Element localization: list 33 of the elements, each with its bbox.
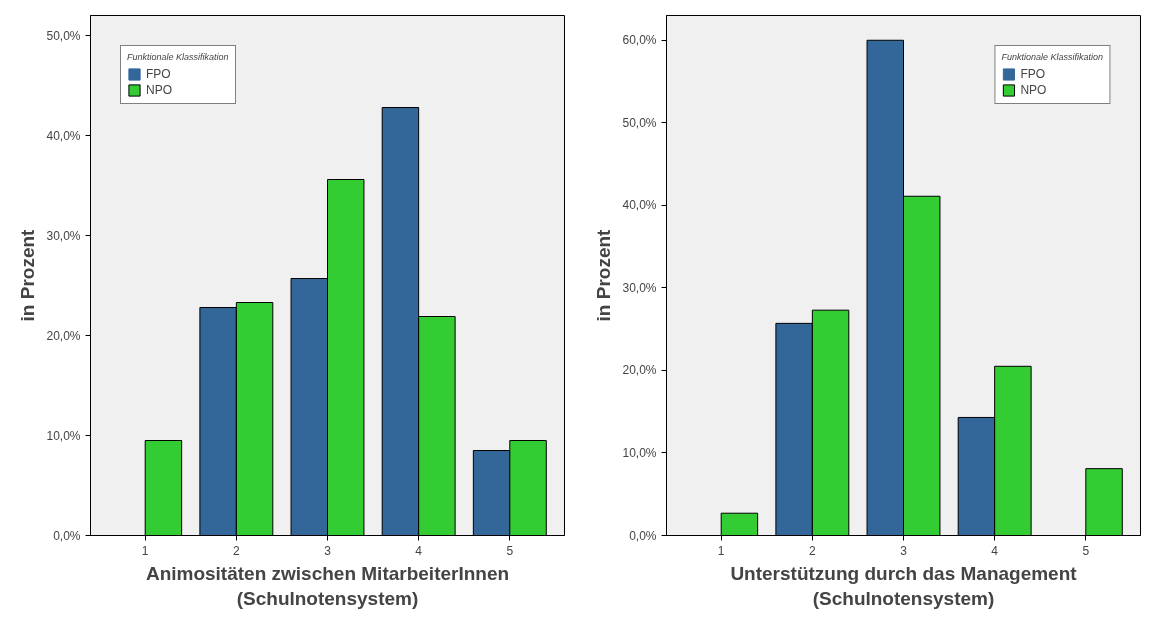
y-tick-label: 0,0%: [53, 528, 81, 543]
x-tick-label: 5: [506, 543, 514, 558]
y-tick-label: 20,0%: [46, 328, 81, 343]
y-axis-title: in Prozent: [593, 228, 615, 322]
x-tick-label: 4: [415, 543, 423, 558]
y-tick-label: 30,0%: [622, 280, 657, 295]
y-axis-title: in Prozent: [17, 228, 39, 322]
y-tick-label: 30,0%: [46, 228, 81, 243]
x-axis-title: Unterstützung durch das Management (Schulnotensystem): [730, 562, 1078, 609]
y-tick-label: 60,0%: [622, 33, 657, 48]
legend-title: Funktionale Klassifikation: [1001, 52, 1103, 62]
x-tick-label: 3: [900, 543, 908, 558]
legend-label: FPO: [146, 67, 171, 81]
legend-label: FPO: [1020, 67, 1046, 81]
y-tick-label: 50,0%: [622, 115, 657, 130]
y-tick-label: 10,0%: [46, 428, 81, 443]
x-tick-label: 2: [809, 543, 817, 558]
y-tick-label: 0,0%: [629, 528, 657, 543]
x-axis-title: Animositäten zwischen MitarbeiterInnen (Schulnotensystem): [145, 562, 510, 609]
y-tick-label: 20,0%: [622, 363, 657, 378]
y-tick-label: 40,0%: [622, 198, 657, 213]
legend-label: NPO: [146, 83, 173, 97]
y-tick-label: 40,0%: [46, 128, 81, 143]
legend-title: Funktionale Klassifikation: [127, 52, 229, 62]
x-tick-label: 1: [717, 543, 725, 558]
x-tick-label: 4: [991, 543, 999, 558]
y-tick-label: 10,0%: [622, 445, 657, 460]
x-tick-label: 3: [324, 543, 332, 558]
x-tick-label: 5: [1082, 543, 1090, 558]
y-tick-label: 50,0%: [46, 28, 81, 43]
legend-label: NPO: [1020, 83, 1047, 97]
x-tick-label: 1: [141, 543, 149, 558]
x-tick-label: 2: [233, 543, 241, 558]
